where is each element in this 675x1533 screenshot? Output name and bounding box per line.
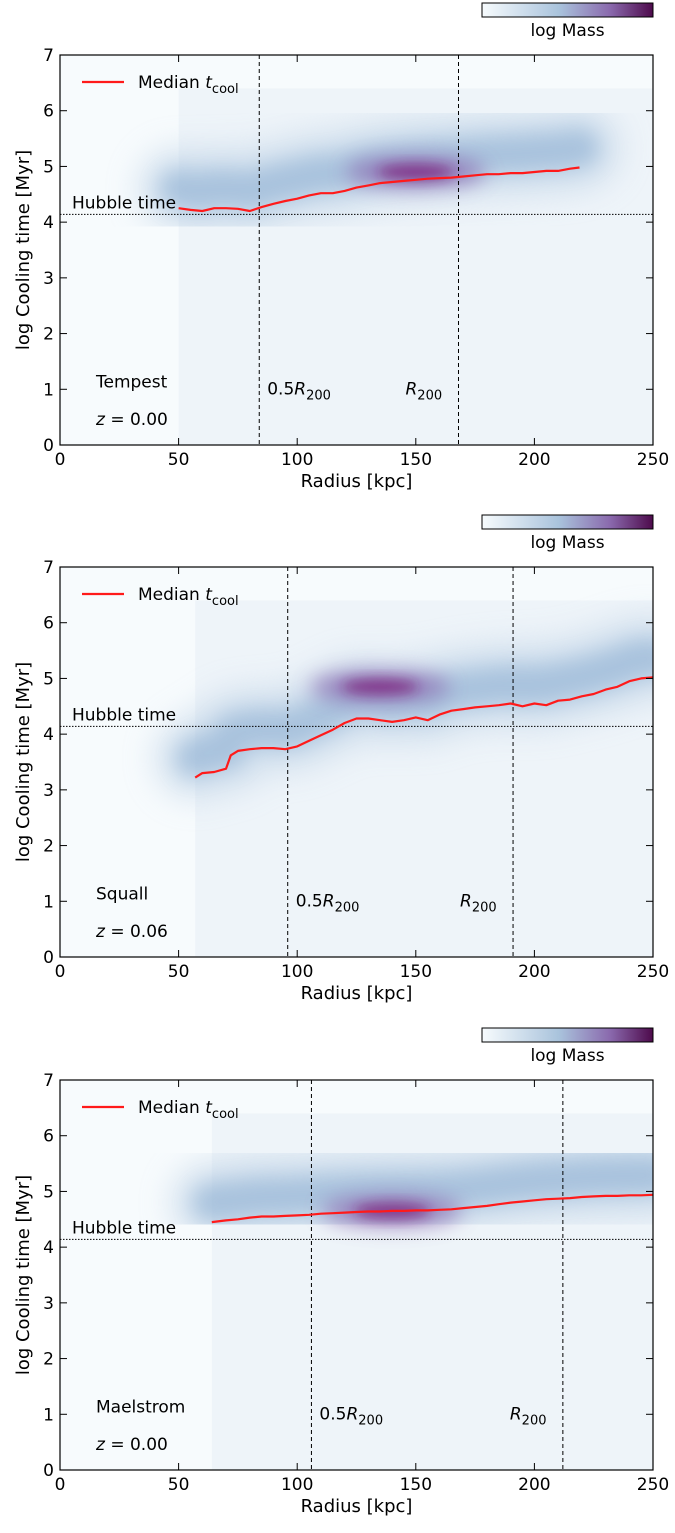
x-tick-label: 150 — [400, 450, 432, 470]
x-tick-label: 250 — [637, 962, 669, 982]
plot-frame — [59, 54, 654, 446]
y-tick-label: 7 — [43, 46, 54, 66]
x-tick-label: 0 — [55, 962, 66, 982]
y-tick-label: 3 — [43, 781, 54, 801]
panel-maelstrom: log Mass 0 50 100 150 200 250 0 1 2 3 4 5 6 7 Radius [k… — [13, 1027, 669, 1517]
y-tick-label: 0 — [43, 948, 54, 968]
x-axis-label: Radius [kpc] — [301, 471, 413, 492]
legend: Median tcool — [82, 585, 239, 609]
x-tick-label: 0 — [55, 450, 66, 470]
y-tick-label: 6 — [43, 1127, 54, 1147]
heatmap — [60, 55, 653, 445]
y-tick-label: 7 — [43, 1071, 54, 1091]
x-tick-label: 50 — [168, 962, 190, 982]
x-axis-label: Radius [kpc] — [301, 983, 413, 1004]
y-tick-label: 7 — [43, 558, 54, 578]
panel-squall: log Mass 0 50 100 150 200 250 0 1 2 3 4 5 6 7 Radius [k… — [13, 514, 669, 1004]
y-tick-label: 1 — [43, 380, 54, 400]
y-tick-label: 0 — [43, 1461, 54, 1481]
heatmap-band — [192, 1156, 653, 1222]
y-tick-label: 5 — [43, 157, 54, 177]
x-tick-label: 200 — [518, 1475, 550, 1495]
x-tick-label: 50 — [168, 1475, 190, 1495]
heatmap — [60, 1080, 653, 1470]
y-tick-label: 2 — [43, 837, 54, 857]
y-axis-label: log Cooling time [Myr] — [13, 662, 34, 862]
colorbar: log Mass — [481, 1027, 654, 1066]
legend-median-label: Median tcool — [138, 585, 239, 609]
redshift-label: z = 0.00 — [95, 410, 168, 430]
y-tick-label: 2 — [43, 1350, 54, 1370]
y-tick-label: 2 — [43, 325, 54, 345]
colorbar-label: log Mass — [530, 1046, 604, 1066]
y-axis-label: log Cooling time [Myr] — [13, 1175, 34, 1375]
plot-frame — [59, 1079, 654, 1471]
x-tick-label: 50 — [168, 450, 190, 470]
y-tick-label: 5 — [43, 1182, 54, 1202]
legend: Median tcool — [82, 1098, 239, 1122]
half-r200-label: 0.5R200 — [296, 891, 360, 915]
r200-label: R200 — [405, 379, 442, 403]
colorbar: log Mass — [481, 514, 654, 553]
x-tick-label: 100 — [281, 450, 313, 470]
galaxy-name: Squall — [96, 884, 148, 904]
median-tcool-line — [194, 676, 654, 779]
y-tick-label: 4 — [43, 725, 54, 745]
median-tcool-line — [211, 1193, 654, 1224]
legend: Median tcool — [82, 73, 239, 97]
x-tick-label: 200 — [518, 450, 550, 470]
colorbar-gradient — [481, 2, 654, 18]
redshift-label: z = 0.00 — [95, 1435, 168, 1455]
half-r200-label: 0.5R200 — [319, 1404, 383, 1428]
median-tcool-line — [178, 166, 580, 213]
colorbar-gradient — [481, 1027, 654, 1043]
y-tick-label: 3 — [43, 1294, 54, 1314]
colorbar: log Mass — [481, 2, 654, 41]
y-tick-label: 6 — [43, 614, 54, 634]
hubble-time-label: Hubble time — [72, 193, 176, 213]
y-tick-label: 6 — [43, 102, 54, 122]
redshift-label: z = 0.06 — [95, 922, 168, 942]
x-tick-label: 0 — [55, 1475, 66, 1495]
colorbar-label: log Mass — [530, 533, 604, 553]
legend-median-label: Median tcool — [138, 1098, 239, 1122]
x-tick-label: 100 — [281, 962, 313, 982]
y-tick-label: 3 — [43, 269, 54, 289]
r200-label: R200 — [510, 1404, 547, 1428]
y-axis-label: log Cooling time [Myr] — [13, 150, 34, 350]
x-axis-label: Radius [kpc] — [301, 1496, 413, 1517]
x-tick-label: 150 — [400, 1475, 432, 1495]
hubble-time-label: Hubble time — [72, 1218, 176, 1238]
y-tick-label: 1 — [43, 1405, 54, 1425]
x-tick-label: 250 — [637, 450, 669, 470]
x-tick-label: 150 — [400, 962, 432, 982]
heatmap — [60, 567, 653, 957]
panel-tempest: log Mass 0 50 100 150 200 250 0 1 2 3 4 5 6 7 Radius [k… — [13, 2, 669, 492]
y-tick-label: 0 — [43, 436, 54, 456]
y-tick-label: 4 — [43, 213, 54, 233]
heatmap-peak-core — [342, 678, 419, 695]
y-tick-label: 5 — [43, 669, 54, 689]
y-tick-label: 1 — [43, 892, 54, 912]
colorbar-label: log Mass — [530, 21, 604, 41]
x-tick-label: 200 — [518, 962, 550, 982]
y-tick-label: 4 — [43, 1238, 54, 1258]
heatmap-peak-core — [377, 164, 454, 180]
galaxy-name: Maelstrom — [96, 1397, 185, 1417]
x-tick-label: 100 — [281, 1475, 313, 1495]
legend-median-label: Median tcool — [138, 73, 239, 97]
half-r200-label: 0.5R200 — [267, 379, 331, 403]
x-tick-label: 250 — [637, 1475, 669, 1495]
plot-frame — [59, 566, 654, 958]
r200-label: R200 — [460, 891, 497, 915]
colorbar-gradient — [481, 514, 654, 530]
hubble-time-label: Hubble time — [72, 705, 176, 725]
galaxy-name: Tempest — [95, 372, 168, 392]
